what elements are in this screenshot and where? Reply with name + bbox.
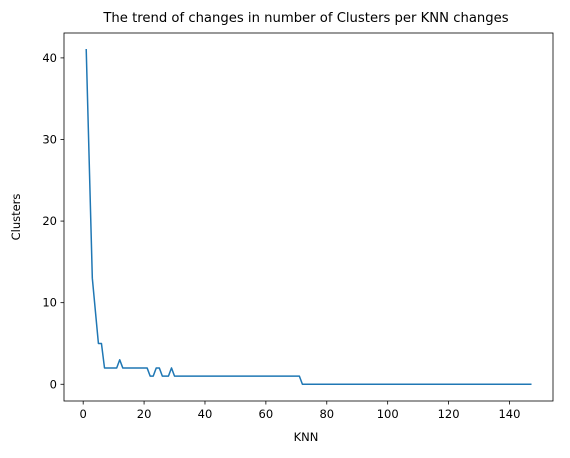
x-tick-label: 40 bbox=[198, 407, 213, 421]
y-tick-label: 10 bbox=[42, 296, 57, 310]
x-tick-label: 140 bbox=[498, 407, 520, 421]
plot-area bbox=[85, 48, 532, 386]
x-tick-label: 120 bbox=[438, 407, 460, 421]
y-tick-label: 40 bbox=[42, 51, 57, 65]
x-axis-ticks: 0 20 40 60 80 100 120 140 bbox=[80, 401, 520, 421]
y-tick-label: 0 bbox=[50, 377, 57, 391]
y-axis-ticks: 0 10 20 30 40 bbox=[42, 51, 64, 391]
x-tick-label: 80 bbox=[319, 407, 334, 421]
y-axis-label: Clusters bbox=[9, 194, 23, 241]
chart-title: The trend of changes in number of Cluste… bbox=[102, 11, 508, 26]
series-line bbox=[85, 48, 532, 386]
y-tick-label: 20 bbox=[42, 214, 57, 228]
x-tick-label: 60 bbox=[259, 407, 274, 421]
plot-frame bbox=[63, 32, 554, 402]
x-tick-label: 0 bbox=[80, 407, 87, 421]
x-tick-label: 100 bbox=[377, 407, 399, 421]
x-axis-label: KNN bbox=[294, 430, 319, 444]
y-tick-label: 30 bbox=[42, 132, 57, 146]
x-tick-label: 20 bbox=[137, 407, 152, 421]
